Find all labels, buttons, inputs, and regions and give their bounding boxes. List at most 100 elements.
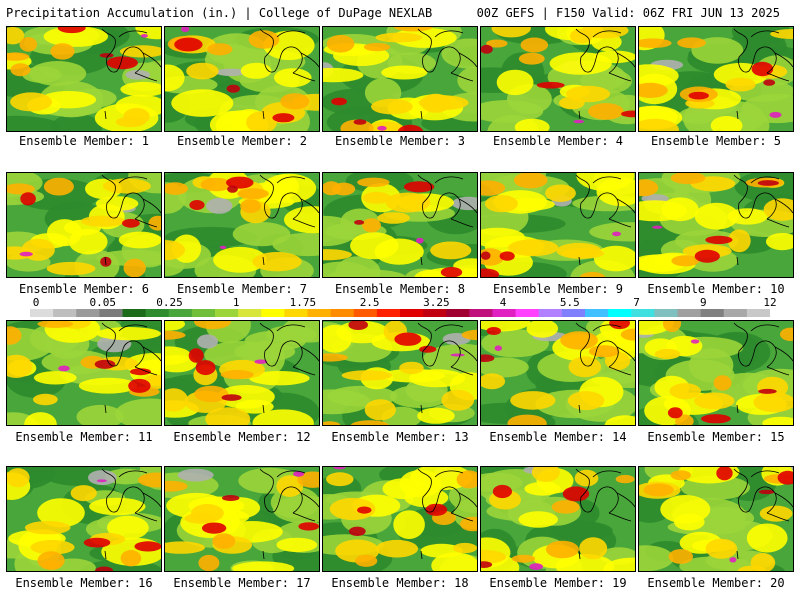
great-lakes-outline xyxy=(733,28,793,82)
ensemble-member-label: Ensemble Member: 14 xyxy=(489,430,627,444)
ensemble-member-map xyxy=(322,466,478,572)
ensemble-member-label: Ensemble Member: 9 xyxy=(492,282,624,296)
colorbar-swatch xyxy=(30,309,54,317)
colorbar-swatch xyxy=(631,309,655,317)
colorbar-swatch xyxy=(400,309,424,317)
ensemble-member-map xyxy=(6,172,162,278)
colorbar-tick-label: 4 xyxy=(499,296,507,309)
ensemble-member-label: Ensemble Member: 7 xyxy=(176,282,308,296)
colorbar-tick-label: 12 xyxy=(763,296,777,309)
colorbar-swatch xyxy=(238,309,262,317)
colorbar-tick-label: 9 xyxy=(699,296,707,309)
ensemble-member-label: Ensemble Member: 13 xyxy=(331,430,469,444)
ensemble-member-map xyxy=(164,466,320,572)
ensemble-member-label: Ensemble Member: 19 xyxy=(489,576,627,590)
colorbar-swatch xyxy=(746,309,770,317)
ensemble-member-map xyxy=(480,466,636,572)
colorbar-tick-label: 7 xyxy=(633,296,640,309)
ensemble-member-map xyxy=(322,320,478,426)
colorbar-swatch xyxy=(307,309,332,317)
colorbar-swatch xyxy=(538,309,563,317)
ensemble-member-label: Ensemble Member: 18 xyxy=(331,576,469,590)
ensemble-member-label: Ensemble Member: 8 xyxy=(334,282,466,296)
ensemble-member-map xyxy=(164,26,320,132)
colorbar-swatch xyxy=(654,309,679,317)
great-lakes-outline xyxy=(575,174,635,228)
ensemble-member-label: Ensemble Member: 15 xyxy=(647,430,785,444)
ensemble-member-label: Ensemble Member: 3 xyxy=(334,134,466,148)
map-title: Precipitation Accumulation (in.) | Colle… xyxy=(6,6,433,20)
colorbar-swatch xyxy=(284,309,309,317)
colorbar-swatch xyxy=(492,309,517,317)
colorbar-tick-label: 2.5 xyxy=(359,296,380,309)
ensemble-member-map xyxy=(164,172,320,278)
great-lakes-outline xyxy=(733,322,793,376)
great-lakes-outline xyxy=(417,322,477,376)
great-lakes-outline xyxy=(575,468,635,522)
ensemble-member-label: Ensemble Member: 11 xyxy=(15,430,153,444)
ensemble-member-label: Ensemble Member: 4 xyxy=(492,134,624,148)
ensemble-member-label: Ensemble Member: 20 xyxy=(647,576,785,590)
great-lakes-outline xyxy=(101,174,161,228)
great-lakes-outline xyxy=(575,28,635,82)
colorbar-swatch xyxy=(585,309,609,317)
great-lakes-outline xyxy=(101,322,161,376)
colorbar-swatch xyxy=(168,309,193,317)
colorbar-swatch xyxy=(700,309,725,317)
colorbar-swatch xyxy=(261,309,285,317)
ensemble-member-label: Ensemble Member: 1 xyxy=(18,134,150,148)
ensemble-member-map xyxy=(322,172,478,278)
colorbar-tick-label: 0.25 xyxy=(156,296,183,309)
great-lakes-outline xyxy=(733,174,793,228)
ensemble-member-map xyxy=(638,172,794,278)
colorbar-swatch xyxy=(608,309,632,317)
colorbar-swatch xyxy=(99,309,124,317)
ensemble-member-map xyxy=(480,172,636,278)
ensemble-member-map xyxy=(6,26,162,132)
colorbar-tick-label: 3.25 xyxy=(423,296,450,309)
colorbar-swatch xyxy=(469,309,494,317)
ensemble-member-map xyxy=(480,26,636,132)
colorbar-tick-label: 0 xyxy=(32,296,40,309)
colorbar-tick-label: 5.5 xyxy=(559,296,580,309)
ensemble-member-map xyxy=(164,320,320,426)
colorbar-swatch xyxy=(561,309,586,317)
great-lakes-outline xyxy=(259,322,319,376)
colorbar-tick-label: 1.75 xyxy=(289,296,317,309)
great-lakes-outline xyxy=(417,174,477,228)
ensemble-member-map xyxy=(322,26,478,132)
ensemble-member-label: Ensemble Member: 16 xyxy=(15,576,153,590)
ensemble-member-label: Ensemble Member: 6 xyxy=(18,282,150,296)
colorbar-swatch xyxy=(76,309,100,317)
colorbar-swatch xyxy=(376,309,401,317)
ensemble-member-map xyxy=(638,320,794,426)
colorbar-swatch xyxy=(330,309,355,317)
great-lakes-outline xyxy=(733,468,793,522)
ensemble-member-map xyxy=(6,466,162,572)
colorbar-tick-label: 1 xyxy=(232,296,240,309)
colorbar-swatch xyxy=(723,309,748,317)
great-lakes-outline xyxy=(101,28,161,82)
colorbar-swatch xyxy=(191,309,216,317)
ensemble-member-map xyxy=(638,466,794,572)
precipitation-colorbar xyxy=(30,309,770,317)
great-lakes-outline xyxy=(417,28,477,82)
ensemble-member-map xyxy=(480,320,636,426)
colorbar-swatch xyxy=(515,309,540,317)
colorbar-swatch xyxy=(446,309,470,317)
ensemble-member-label: Ensemble Member: 5 xyxy=(650,134,782,148)
ensemble-member-label: Ensemble Member: 10 xyxy=(647,282,785,296)
ensemble-member-map xyxy=(638,26,794,132)
colorbar-swatch xyxy=(53,309,77,317)
colorbar-swatch xyxy=(353,309,378,317)
ensemble-member-label: Ensemble Member: 12 xyxy=(173,430,311,444)
great-lakes-outline xyxy=(575,322,635,376)
ensemble-member-map xyxy=(6,320,162,426)
colorbar-swatch xyxy=(423,309,447,317)
colorbar-swatch xyxy=(677,309,702,317)
great-lakes-outline xyxy=(101,468,161,522)
great-lakes-outline xyxy=(417,468,477,522)
great-lakes-outline xyxy=(259,174,319,228)
ensemble-member-label: Ensemble Member: 2 xyxy=(176,134,308,148)
great-lakes-outline xyxy=(259,28,319,82)
